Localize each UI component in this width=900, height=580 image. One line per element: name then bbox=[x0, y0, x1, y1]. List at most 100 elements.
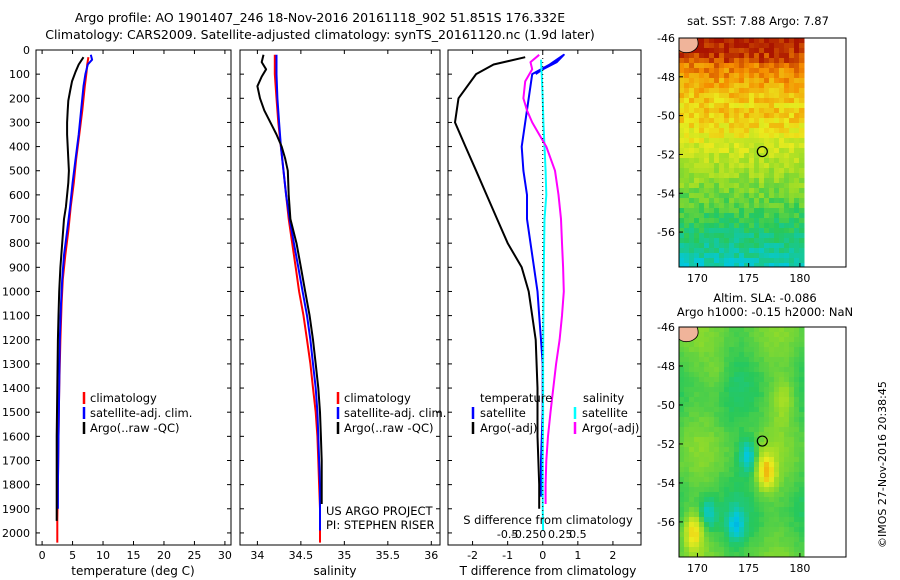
heatmap-cell bbox=[719, 452, 725, 458]
heatmap-cell bbox=[694, 402, 700, 408]
heatmap-cell bbox=[774, 253, 780, 259]
heatmap-cell bbox=[699, 487, 705, 493]
heatmap-cell bbox=[704, 542, 710, 548]
heatmap-cell bbox=[734, 83, 740, 89]
heatmap-cell bbox=[689, 387, 695, 393]
heatmap-cell bbox=[714, 173, 720, 179]
heatmap-cell bbox=[774, 532, 780, 538]
heatmap-cell bbox=[714, 337, 720, 343]
heatmap-cell bbox=[784, 432, 790, 438]
heatmap-cell bbox=[719, 78, 725, 84]
heatmap-cell bbox=[764, 352, 770, 358]
heatmap-cell bbox=[774, 497, 780, 503]
heatmap-cell bbox=[714, 432, 720, 438]
heatmap-cell bbox=[799, 103, 805, 109]
heatmap-cell bbox=[799, 88, 805, 94]
heatmap-cell bbox=[754, 542, 760, 548]
heatmap-cell bbox=[709, 392, 715, 398]
heatmap-cell bbox=[734, 362, 740, 368]
heatmap-cell bbox=[769, 173, 775, 179]
heatmap-cell bbox=[754, 78, 760, 84]
heatmap-cell bbox=[739, 547, 745, 553]
heatmap-cell bbox=[754, 143, 760, 149]
heatmap-cell bbox=[754, 527, 760, 533]
heatmap-cell bbox=[729, 492, 735, 498]
heatmap-cell bbox=[699, 532, 705, 538]
heatmap-cell bbox=[759, 43, 765, 49]
heatmap-cell bbox=[729, 68, 735, 74]
heatmap-cell bbox=[729, 497, 735, 503]
heatmap-cell bbox=[704, 38, 710, 44]
heatmap-cell bbox=[774, 63, 780, 69]
heatmap-cell bbox=[744, 502, 750, 508]
heatmap-cell bbox=[729, 467, 735, 473]
heatmap-cell bbox=[799, 327, 805, 333]
heatmap-cell bbox=[729, 58, 735, 64]
heatmap-cell bbox=[714, 158, 720, 164]
heatmap-cell bbox=[754, 337, 760, 343]
heatmap-cell bbox=[774, 123, 780, 129]
heatmap-cell bbox=[754, 502, 760, 508]
heatmap-cell bbox=[779, 68, 785, 74]
heatmap-cell bbox=[749, 377, 755, 383]
heatmap-cell bbox=[689, 497, 695, 503]
heatmap-cell bbox=[789, 233, 795, 239]
heatmap-cell bbox=[764, 362, 770, 368]
heatmap-cell bbox=[694, 223, 700, 229]
heatmap-cell bbox=[774, 477, 780, 483]
heatmap-cell bbox=[769, 178, 775, 184]
heatmap-cell bbox=[744, 63, 750, 69]
heatmap-cell bbox=[759, 258, 765, 264]
heatmap-cell bbox=[704, 432, 710, 438]
heatmap-cell bbox=[749, 213, 755, 219]
heatmap-cell bbox=[789, 118, 795, 124]
heatmap-cell bbox=[784, 417, 790, 423]
heatmap-cell bbox=[784, 407, 790, 413]
heatmap-cell bbox=[704, 143, 710, 149]
heatmap-cell bbox=[769, 208, 775, 214]
heatmap-cell bbox=[679, 432, 685, 438]
heatmap-cell bbox=[704, 53, 710, 59]
heatmap-cell bbox=[719, 437, 725, 443]
heatmap-cell bbox=[689, 228, 695, 234]
heatmap-cell bbox=[794, 93, 800, 99]
heatmap-cell bbox=[754, 163, 760, 169]
heatmap-cell bbox=[779, 53, 785, 59]
heatmap-cell bbox=[709, 208, 715, 214]
heatmap-cell bbox=[729, 472, 735, 478]
heatmap-cell bbox=[744, 522, 750, 528]
heatmap-cell bbox=[744, 377, 750, 383]
heatmap-cell bbox=[724, 412, 730, 418]
heatmap-cell bbox=[699, 123, 705, 129]
heatmap-cell bbox=[749, 133, 755, 139]
heatmap-cell bbox=[709, 193, 715, 199]
heatmap-cell bbox=[754, 517, 760, 523]
heatmap-cell bbox=[724, 507, 730, 513]
heatmap-cell bbox=[759, 113, 765, 119]
heatmap-cell bbox=[794, 173, 800, 179]
heatmap-cell bbox=[744, 133, 750, 139]
heatmap-cell bbox=[744, 113, 750, 119]
heatmap-cell bbox=[724, 83, 730, 89]
heatmap-cell bbox=[724, 382, 730, 388]
heatmap-cell bbox=[774, 58, 780, 64]
heatmap-cell bbox=[769, 108, 775, 114]
heatmap-cell bbox=[794, 193, 800, 199]
heatmap-cell bbox=[689, 402, 695, 408]
heatmap-cell bbox=[789, 153, 795, 159]
heatmap-cell bbox=[759, 552, 765, 557]
heatmap-cell bbox=[779, 228, 785, 234]
heatmap-cell bbox=[779, 352, 785, 358]
heatmap-cell bbox=[709, 337, 715, 343]
heatmap-cell bbox=[719, 183, 725, 189]
heatmap-cell bbox=[794, 372, 800, 378]
heatmap-cell bbox=[784, 522, 790, 528]
heatmap-cell bbox=[734, 118, 740, 124]
heatmap-cell bbox=[799, 457, 805, 463]
heatmap-cell bbox=[729, 332, 735, 338]
heatmap-cell bbox=[689, 113, 695, 119]
heatmap-cell bbox=[744, 517, 750, 523]
heatmap-cell bbox=[689, 103, 695, 109]
heatmap-cell bbox=[749, 427, 755, 433]
heatmap-cell bbox=[784, 537, 790, 543]
